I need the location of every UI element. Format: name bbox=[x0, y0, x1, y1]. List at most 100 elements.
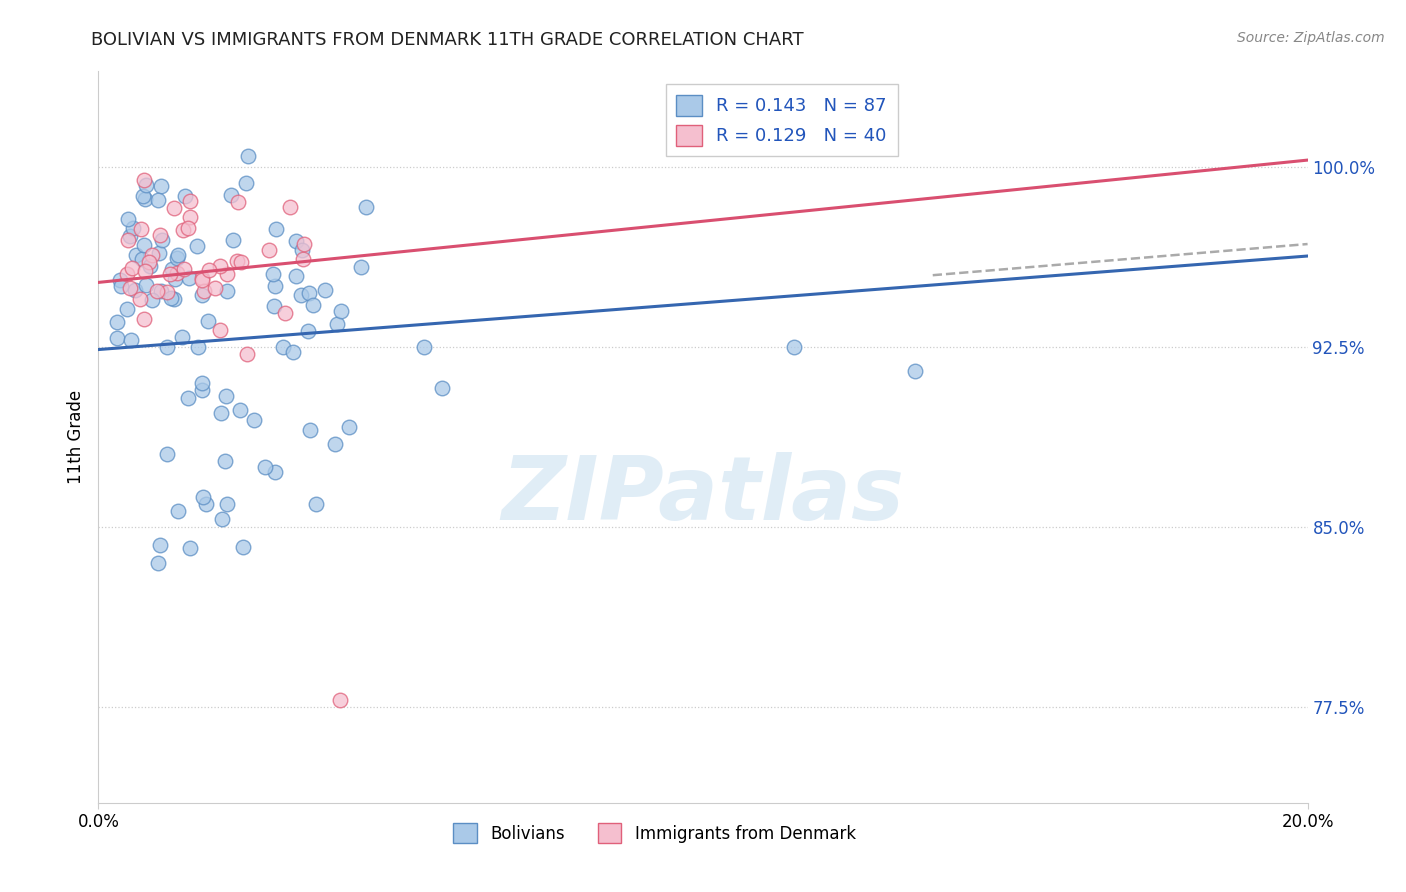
Point bbox=[219, 187, 242, 202]
Point bbox=[329, 692, 352, 706]
Point bbox=[117, 234, 139, 248]
Point bbox=[179, 194, 201, 209]
Point bbox=[149, 227, 172, 242]
Point bbox=[131, 252, 153, 267]
Point bbox=[193, 284, 215, 298]
Point bbox=[263, 299, 285, 313]
Point bbox=[301, 298, 323, 312]
Point bbox=[115, 267, 138, 281]
Point bbox=[170, 330, 193, 344]
Point bbox=[173, 262, 195, 277]
Point bbox=[160, 262, 183, 277]
Point bbox=[149, 538, 172, 552]
Point bbox=[297, 324, 319, 338]
Point bbox=[148, 246, 170, 260]
Text: BOLIVIAN VS IMMIGRANTS FROM DENMARK 11TH GRADE CORRELATION CHART: BOLIVIAN VS IMMIGRANTS FROM DENMARK 11TH… bbox=[91, 31, 804, 49]
Text: Source: ZipAtlas.com: Source: ZipAtlas.com bbox=[1237, 31, 1385, 45]
Point bbox=[186, 239, 208, 253]
Point bbox=[160, 291, 183, 305]
Point bbox=[326, 317, 349, 331]
Point bbox=[209, 406, 232, 420]
Point bbox=[134, 264, 156, 278]
Point bbox=[139, 259, 162, 273]
Point bbox=[148, 193, 170, 207]
Point bbox=[350, 260, 373, 274]
Point bbox=[190, 273, 212, 287]
Point bbox=[783, 340, 806, 354]
Point bbox=[263, 279, 285, 293]
Point bbox=[190, 376, 212, 390]
Point bbox=[177, 271, 200, 285]
Point bbox=[177, 220, 200, 235]
Point bbox=[105, 315, 128, 329]
Point bbox=[222, 233, 245, 247]
Point bbox=[110, 278, 132, 293]
Point bbox=[197, 262, 219, 277]
Point bbox=[211, 512, 233, 526]
Y-axis label: 11th Grade: 11th Grade bbox=[66, 390, 84, 484]
Point bbox=[118, 281, 141, 295]
Point bbox=[225, 254, 247, 268]
Point bbox=[215, 497, 238, 511]
Point bbox=[292, 237, 315, 252]
Point bbox=[115, 302, 138, 317]
Point bbox=[121, 261, 143, 276]
Point bbox=[190, 383, 212, 397]
Point bbox=[149, 284, 172, 298]
Point bbox=[166, 266, 188, 280]
Point bbox=[264, 222, 287, 236]
Point bbox=[314, 284, 336, 298]
Point bbox=[156, 340, 179, 354]
Point bbox=[163, 201, 186, 215]
Point bbox=[229, 255, 252, 269]
Point bbox=[131, 221, 153, 235]
Point bbox=[208, 323, 231, 337]
Point bbox=[167, 504, 190, 518]
Point bbox=[271, 340, 294, 354]
Point bbox=[412, 340, 434, 354]
Point bbox=[285, 234, 308, 248]
Point bbox=[150, 233, 173, 247]
Point bbox=[298, 423, 321, 437]
Point bbox=[177, 391, 200, 405]
Point bbox=[354, 200, 377, 214]
Point bbox=[291, 243, 314, 257]
Point bbox=[217, 284, 239, 298]
Point bbox=[330, 303, 353, 318]
Point bbox=[191, 270, 214, 285]
Point bbox=[187, 340, 209, 354]
Point bbox=[228, 195, 250, 210]
Point bbox=[134, 192, 156, 206]
Point bbox=[194, 498, 217, 512]
Point bbox=[156, 285, 179, 299]
Point bbox=[146, 285, 169, 299]
Point bbox=[118, 229, 141, 244]
Point bbox=[155, 447, 177, 461]
Point bbox=[430, 381, 453, 395]
Point bbox=[253, 459, 276, 474]
Point bbox=[204, 281, 226, 295]
Point bbox=[285, 268, 308, 283]
Point bbox=[214, 389, 236, 403]
Point bbox=[278, 200, 301, 214]
Text: ZIPatlas: ZIPatlas bbox=[502, 452, 904, 539]
Point bbox=[138, 255, 160, 269]
Point bbox=[193, 490, 215, 504]
Point bbox=[117, 212, 139, 227]
Point bbox=[172, 223, 194, 237]
Point bbox=[108, 273, 131, 287]
Point bbox=[141, 247, 163, 261]
Point bbox=[122, 221, 145, 235]
Point bbox=[179, 541, 201, 556]
Point bbox=[273, 306, 295, 320]
Point bbox=[105, 331, 128, 345]
Point bbox=[236, 149, 259, 163]
Point bbox=[129, 292, 152, 306]
Point bbox=[125, 248, 148, 262]
Point bbox=[243, 413, 266, 427]
Point bbox=[135, 178, 157, 192]
Point bbox=[135, 278, 157, 293]
Point bbox=[166, 251, 188, 265]
Point bbox=[173, 189, 195, 203]
Point bbox=[124, 283, 146, 297]
